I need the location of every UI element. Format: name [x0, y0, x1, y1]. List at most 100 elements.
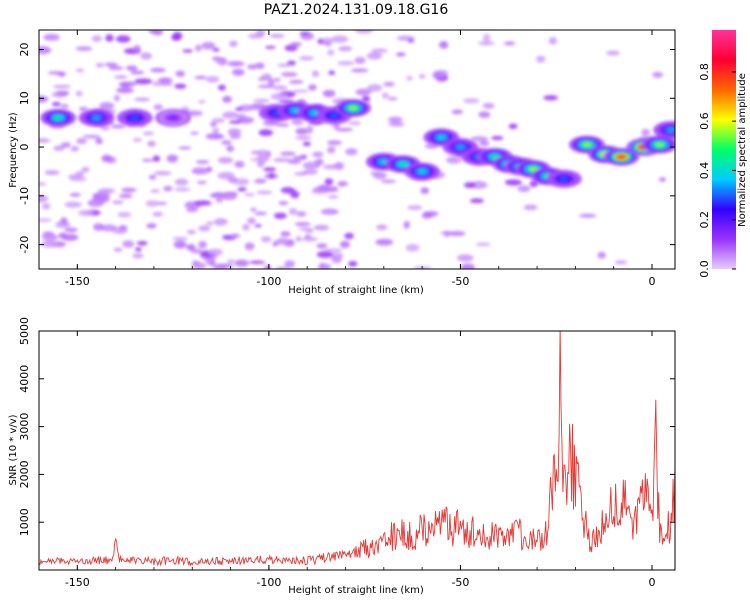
spectrogram-speckle-cell: [250, 207, 257, 212]
spectrogram-speckle-cell: [134, 78, 153, 85]
spectrogram-speckle-cell: [280, 72, 298, 77]
spectrogram-speckle-cell: [157, 77, 173, 83]
spectrogram-speckle-cell: [190, 131, 199, 135]
spectrogram-speckle-cell: [117, 211, 132, 218]
spectrogram-speckle-cell: [293, 155, 307, 160]
spectrogram-speckle-cell: [322, 89, 336, 98]
spectrogram-speckle-cell: [212, 263, 228, 269]
spectrogram-speckle-cell: [95, 63, 104, 68]
spectrogram-speckle-cell: [141, 158, 154, 162]
spectrogram-speckle-cell: [53, 84, 71, 89]
spectrogram-speckle-cell: [327, 140, 342, 146]
spectrogram-speckle-cell: [280, 151, 296, 156]
spectrogram-speckle-cell: [142, 131, 155, 136]
spectrogram-speckle-cell: [478, 111, 491, 118]
spectrogram-speckle-cell: [296, 211, 307, 217]
spectrogram-speckle-cell: [60, 217, 68, 225]
spectrogram-speckle-cell: [191, 262, 207, 269]
spectrogram-speckle-cell: [250, 150, 262, 155]
spectrogram-speckle-cell: [327, 195, 339, 199]
spectrogram-speckle-cell: [275, 266, 289, 269]
spectrogram-speckle-cell: [92, 192, 111, 200]
spectrogram-speckle-cell: [254, 224, 262, 228]
spectrogram-x-tick-label: -150: [65, 275, 90, 288]
snr-y-tick-label: 4000: [18, 365, 31, 393]
spectrogram-speckle-cell: [334, 161, 345, 170]
spectrogram-speckle-cell: [420, 187, 430, 194]
spectrogram-speckle-cell: [75, 90, 83, 97]
spectrogram-speckle-cell: [136, 240, 148, 246]
spectrogram-speckle-cell: [186, 244, 196, 251]
spectrogram-speckle-cell: [226, 145, 235, 152]
spectrogram-speckle-cell: [114, 75, 128, 79]
spectrogram-speckle-cell: [483, 33, 491, 42]
spectrogram-speckle-cell: [256, 190, 273, 195]
spectrogram-speckle-cell: [247, 64, 258, 70]
spectrogram-speckle-cell: [597, 251, 606, 259]
spectrogram-speckle-cell: [375, 238, 394, 246]
spectrogram-speckle-cell: [195, 44, 202, 52]
spectrogram-speckle-cell: [39, 46, 52, 54]
spectrogram-speckle-cell: [405, 243, 420, 252]
spectrogram-speckle-cell: [172, 31, 183, 40]
spectrogram-speckle-cell: [191, 167, 209, 175]
spectrogram-speckle-cell: [482, 102, 495, 109]
spectrogram-speckle-cell: [148, 174, 157, 180]
spectrogram-speckle-cell: [316, 251, 334, 259]
spectrogram-y-tick-label: -20: [18, 236, 31, 254]
spectrogram-speckle-cell: [331, 256, 342, 264]
spectrogram-speckle-cell: [345, 148, 358, 156]
spectrogram-speckle-cell: [280, 231, 291, 237]
spectrogram-speckle-cell: [64, 201, 82, 208]
colorbar-gradient: [712, 30, 736, 269]
spectrogram-speckle-cell: [210, 121, 217, 127]
spectrogram-speckle-cell: [205, 221, 214, 226]
spectrogram-speckle-cell: [208, 248, 223, 256]
spectrogram-speckle-cell: [371, 48, 388, 53]
spectrogram-speckle-cell: [479, 140, 490, 147]
spectrogram-speckle-cell: [91, 35, 103, 42]
spectrogram-speckle-cell: [261, 73, 272, 82]
spectrogram-speckle-cell: [234, 160, 245, 168]
spectrogram-speckle-cell: [111, 200, 124, 205]
spectrogram-speckle-cell: [381, 179, 396, 184]
spectrogram-speckle-cell: [470, 136, 489, 142]
spectrogram-speckle-cell: [147, 140, 156, 147]
spectrogram-speckle-cell: [62, 234, 79, 241]
spectrogram-speckle-cell: [422, 211, 439, 217]
spectrogram-speckle-cell: [350, 68, 369, 73]
spectrogram-speckle-cell: [201, 41, 216, 50]
spectrogram-speckle-cell: [294, 171, 308, 176]
spectrogram-speckle-cell: [87, 199, 105, 207]
spectrogram-speckle-cell: [491, 135, 504, 141]
spectrogram-speckle-cell: [181, 106, 190, 112]
spectrogram-speckle-cell: [178, 146, 192, 150]
spectrogram-speckle-cell: [270, 92, 288, 101]
spectrogram-speckle-cell: [134, 97, 151, 102]
spectrogram-speckle-cell: [284, 260, 295, 269]
spectrogram-speckle-cell: [291, 89, 309, 93]
spectrogram-speckle-cell: [291, 118, 304, 126]
spectrogram-x-tick-label: 0: [649, 275, 656, 288]
spectrogram-speckle-cell: [166, 154, 179, 163]
spectrogram-speckle-cell: [464, 182, 476, 189]
spectrogram-ridge-cell: [655, 142, 664, 147]
spectrogram-speckle-cell: [44, 170, 60, 176]
spectrogram-speckle-cell: [381, 92, 389, 99]
snr-y-tick-label: 3000: [18, 413, 31, 441]
spectrogram-speckle-cell: [272, 241, 279, 247]
spectrogram-speckle-cell: [446, 156, 462, 164]
spectrogram-ridge-cell: [667, 127, 675, 132]
spectrogram-speckle-cell: [118, 225, 128, 230]
spectrogram-speckle-cell: [140, 52, 153, 60]
spectrogram-speckle-cell: [216, 60, 228, 64]
spectrogram-speckle-cell: [230, 233, 241, 238]
snr-x-tick-label: -50: [451, 576, 469, 589]
spectrogram-speckle-cell: [302, 141, 311, 147]
spectrogram-speckle-cell: [234, 107, 244, 111]
spectrogram-speckle-cell: [328, 70, 336, 76]
spectrogram-speckle-cell: [110, 124, 126, 129]
spectrogram-speckle-cell: [237, 187, 247, 192]
spectrogram-speckle-cell: [152, 30, 164, 36]
spectrogram-speckle-cell: [217, 84, 226, 91]
